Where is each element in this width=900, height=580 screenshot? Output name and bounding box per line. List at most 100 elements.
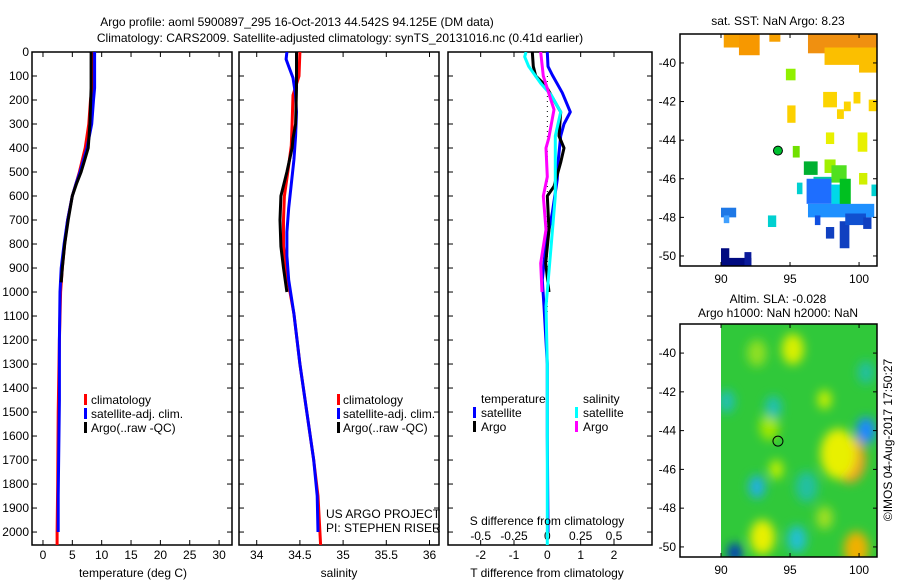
sst-cell [814,215,821,226]
legend-satellite: satellite-adj. clim. [343,407,435,421]
y-tick-label: 900 [9,261,29,275]
legend-marker-climatology [84,394,87,405]
sst-cell [721,207,737,218]
sst-cell [839,221,850,249]
sla-blobs [718,333,876,557]
legend-marker-argo [84,422,87,433]
sst-cell [723,215,730,224]
sla-anomaly [781,333,804,365]
series-group [278,52,323,545]
y-tick-label: 1600 [2,429,29,443]
y-tick-label: -40 [659,346,677,360]
legend-marker-s-satellite [575,407,578,418]
y-tick-label: 1300 [2,357,29,371]
sla-anomaly [759,413,779,441]
x2-tick-label: 0.5 [606,529,623,543]
sst-map-title: sat. SST: NaN Argo: 8.23 [711,14,845,28]
title-line-1: Argo profile: aoml 5900897_295 16-Oct-20… [100,15,494,29]
series-line-argo-raw-qc- [278,52,298,293]
sst-cell [836,109,844,119]
y-tick-label: 1800 [2,477,29,491]
legend-argo: Argo(..raw -QC) [91,421,176,435]
sst-cell [744,252,752,266]
sla-anomaly [820,428,857,479]
plot-frame [447,51,653,546]
y-tick-label: 100 [9,69,29,83]
map-data [721,34,877,266]
sst-cell [792,145,800,158]
sst-cell [803,161,818,175]
temperature-panel: 0 5 10 15 20 25 300100200300400500600700800900… [2,45,233,562]
x-axis-label-salinity: salinity [321,566,358,580]
x-tick-label: 2 [611,548,618,562]
legend-t-argo: Argo [481,420,507,434]
sst-cell [769,34,781,42]
y-tick-label: 700 [9,213,29,227]
legend-t-satellite: satellite [481,406,522,420]
y-tick-label: -50 [659,249,677,263]
x-tick-label: 5 [69,548,76,562]
x-tick-label: 100 [849,272,869,286]
plot-frame [31,51,233,546]
x-axis-label-s-diff: S difference from climatology [470,514,625,528]
plot-frame [238,51,440,546]
legend-marker-t-argo [473,421,476,432]
argo-position-marker [772,435,784,447]
sst-cell [853,91,861,104]
x-tick-label: 34.5 [288,548,312,562]
legend-marker-t-satellite [473,407,476,418]
x-tick-label: 34 [250,548,264,562]
x-tick-label: 90 [714,272,728,286]
map-frame [679,323,878,558]
y-tick-label: -46 [659,172,677,186]
map-frame [679,33,878,267]
salinity-panel: 34 34.5 35 35.5 36 [238,51,440,562]
y-tick-label: -42 [659,95,677,109]
legend-marker-climatology [337,394,340,405]
x-tick-label: 95 [783,563,797,577]
sst-cell [825,227,835,239]
sla-anomaly [795,471,818,503]
series-line-s-argo [539,52,556,293]
x-axis-label-temperature: temperature (deg C) [79,566,187,580]
project-annotation: US ARGO PROJECT [326,507,441,521]
sst-cell [725,257,752,266]
x-tick-label: 1 [577,548,584,562]
legend-marker-s-argo [575,421,578,432]
sla-anomaly [857,360,875,385]
sst-cell [859,172,868,185]
x-tick-label: 0 [544,548,551,562]
title-line-2: Climatology: CARS2009. Satellite-adjuste… [97,31,583,45]
series-line-argo-raw-qc- [59,52,93,283]
map-data [680,324,877,557]
sla-anomaly [727,543,742,557]
y-tick-label: 300 [9,117,29,131]
sst-cell [796,182,803,195]
x-tick-label: -2 [475,548,486,562]
x-tick-label: 90 [714,563,728,577]
sla-map-title: Altim. SLA: -0.028 [730,292,827,306]
sla-anomaly [787,525,807,553]
x-tick-label: -1 [509,548,520,562]
y-tick-label: -46 [659,462,677,476]
legend-marker-satellite [337,408,340,419]
y-tick-label: 800 [9,237,29,251]
sla-anomaly [747,339,767,367]
y-tick-label: -48 [659,210,677,224]
legend-climatology: climatology [91,393,151,407]
imos-watermark: ©IMOS 04-Aug-2017 17:50:27 [881,359,895,522]
x-tick-label: 15 [124,548,138,562]
legend-s-argo: Argo [583,420,609,434]
y-tick-label: 1700 [2,453,29,467]
pi-annotation: PI: STEPHEN RISER [326,521,441,535]
y-tick-label: 0 [22,45,29,59]
sst-cell [845,213,866,226]
x-tick-label: 20 [154,548,168,562]
series-group [523,52,572,545]
sla-anomaly [749,519,775,555]
y-tick-label: 1900 [2,501,29,515]
y-tick-label: 1500 [2,405,29,419]
x-tick-label: 35.5 [375,548,399,562]
sla-anomaly [769,459,784,480]
sst-cell [823,91,837,108]
